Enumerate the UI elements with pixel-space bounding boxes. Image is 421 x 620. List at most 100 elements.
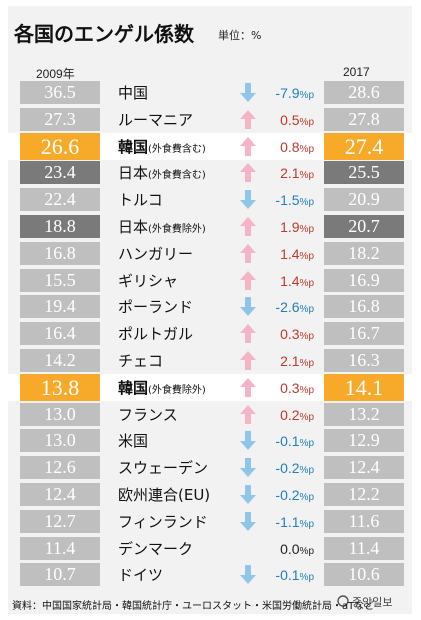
value-2017: 14.1 bbox=[324, 373, 404, 401]
arrow-up-icon bbox=[240, 377, 256, 397]
change-number: 0.2 bbox=[280, 406, 300, 423]
country-name: デンマーク bbox=[118, 539, 194, 558]
country-name: ドイツ bbox=[118, 566, 164, 585]
table-row: 12.7 フィンランド -1.1%p 11.6 bbox=[0, 508, 421, 535]
table-row: 13.0 米国 -0.1%p 12.9 bbox=[0, 427, 421, 454]
value-2017: 27.4 bbox=[324, 132, 404, 160]
change-value: -1.1%p bbox=[258, 511, 314, 533]
change-value: 0.2%p bbox=[258, 404, 314, 426]
change-value: 1.4%p bbox=[258, 243, 314, 265]
value-2009: 22.4 bbox=[20, 188, 100, 212]
country-name: 日本 bbox=[118, 217, 149, 236]
table-row: 15.5 ギリシャ 1.4%p 16.9 bbox=[0, 267, 421, 294]
table-row: 16.4 ポルトガル 0.3%p 16.7 bbox=[0, 320, 421, 347]
arrow-up-icon bbox=[240, 270, 256, 290]
arrow-up-icon bbox=[240, 109, 256, 129]
value-2009: 12.6 bbox=[20, 456, 100, 480]
value-2017: 11.6 bbox=[324, 509, 404, 533]
value-2009: 12.4 bbox=[20, 482, 100, 506]
arrow-down-icon bbox=[240, 484, 256, 504]
change-value: -0.1%p bbox=[258, 430, 314, 452]
change-number: -2.6 bbox=[275, 299, 300, 316]
change-value: -0.1%p bbox=[258, 564, 314, 586]
country-name: ポーランド bbox=[118, 298, 194, 317]
arrow-down-icon bbox=[240, 565, 256, 585]
country-label: 米国 bbox=[118, 430, 148, 452]
value-2017: 28.6 bbox=[324, 81, 404, 104]
arrow-up-icon bbox=[240, 163, 256, 183]
value-2009: 23.4 bbox=[20, 161, 100, 185]
year-2017-label: 2017 bbox=[343, 65, 370, 79]
chart-title: 各国のエンゲル係数 bbox=[14, 22, 194, 46]
change-number: -0.1 bbox=[275, 433, 300, 450]
country-name: チェコ bbox=[118, 351, 164, 370]
value-2017: 16.8 bbox=[324, 295, 404, 319]
country-label: 韓国(外食費除外) bbox=[118, 377, 206, 399]
table-row: 13.0 フランス 0.2%p 13.2 bbox=[0, 401, 421, 428]
value-2017: 18.2 bbox=[324, 241, 404, 265]
value-2009: 36.5 bbox=[20, 81, 100, 104]
country-name: フィンランド bbox=[118, 512, 208, 531]
table-row: 12.4 欧州連合(EU) -0.2%p 12.2 bbox=[0, 481, 421, 508]
table-row: 13.8 韓国(外食費除外) 0.3%p 14.1 bbox=[0, 373, 421, 401]
table-row: 22.4 トルコ -1.5%p 20.9 bbox=[0, 186, 421, 213]
change-unit: %p bbox=[299, 143, 314, 155]
change-unit: %p bbox=[299, 116, 314, 128]
arrow-down-icon bbox=[240, 83, 256, 102]
value-2009: 16.8 bbox=[20, 241, 100, 265]
change-value: 2.1%p bbox=[258, 162, 314, 184]
value-2017: 10.6 bbox=[324, 563, 404, 587]
value-2017: 27.8 bbox=[324, 107, 404, 131]
value-2009: 27.3 bbox=[20, 107, 100, 131]
country-label: ポーランド bbox=[118, 296, 193, 318]
country-note: (外食費含む) bbox=[148, 143, 206, 155]
value-2017: 16.3 bbox=[324, 348, 404, 372]
change-unit: %p bbox=[299, 331, 314, 343]
change-unit: %p bbox=[299, 545, 314, 557]
unit-label: 単位：% bbox=[218, 29, 262, 42]
table-row: 23.4 日本(外食費含む) 2.1%p 25.5 bbox=[0, 159, 421, 186]
change-unit: %p bbox=[299, 438, 314, 450]
change-number: 0.8 bbox=[280, 138, 300, 155]
country-name: 韓国 bbox=[118, 137, 149, 156]
change-number: 1.9 bbox=[280, 218, 300, 235]
country-name: ルーマニア bbox=[118, 110, 194, 129]
change-value: 0.5%p bbox=[258, 109, 314, 131]
change-value: 1.9%p bbox=[258, 216, 314, 238]
change-number: -1.1 bbox=[275, 513, 300, 530]
country-name: ポルトガル bbox=[118, 325, 194, 344]
change-value: 0.8%p bbox=[258, 136, 314, 158]
country-label: デンマーク bbox=[118, 538, 193, 560]
country-label: チェコ bbox=[118, 350, 163, 372]
country-name: 日本 bbox=[118, 164, 149, 183]
change-unit: %p bbox=[299, 197, 314, 209]
change-number: 0.5 bbox=[280, 111, 300, 128]
arrow-up-icon bbox=[240, 324, 256, 344]
arrow-down-icon bbox=[240, 297, 256, 317]
country-name: フランス bbox=[118, 405, 178, 424]
value-2017: 12.4 bbox=[324, 456, 404, 480]
country-label: トルコ bbox=[118, 189, 163, 211]
value-2017: 20.9 bbox=[324, 188, 404, 212]
arrow-down-icon bbox=[240, 190, 256, 210]
country-note: (外食費含む) bbox=[148, 170, 206, 182]
change-unit: %p bbox=[299, 572, 314, 584]
change-unit: %p bbox=[299, 223, 314, 235]
change-value: 1.4%p bbox=[258, 270, 314, 292]
country-name: ハンガリー bbox=[118, 244, 194, 263]
country-name: ギリシャ bbox=[118, 271, 179, 290]
country-label: 欧州連合(EU) bbox=[118, 484, 210, 506]
change-value: -0.2%p bbox=[258, 457, 314, 479]
source-note: 資料：中国国家統計局・韓国統計庁・ユーロスタット・米国労働統計局・aTなど bbox=[12, 601, 375, 612]
value-2009: 13.8 bbox=[20, 373, 100, 401]
country-label: 中国 bbox=[118, 82, 148, 104]
value-2017: 12.9 bbox=[324, 429, 404, 453]
value-2017: 16.9 bbox=[324, 268, 404, 292]
table-row: 10.7 ドイツ -0.1%p 10.6 bbox=[0, 561, 421, 588]
country-name: 中国 bbox=[118, 84, 149, 102]
publisher-logo: 중앙일보 bbox=[352, 596, 393, 609]
change-unit: %p bbox=[299, 277, 314, 289]
change-value: -0.2%p bbox=[258, 484, 314, 506]
country-label: ドイツ bbox=[118, 564, 163, 586]
arrow-down-icon bbox=[240, 511, 256, 531]
